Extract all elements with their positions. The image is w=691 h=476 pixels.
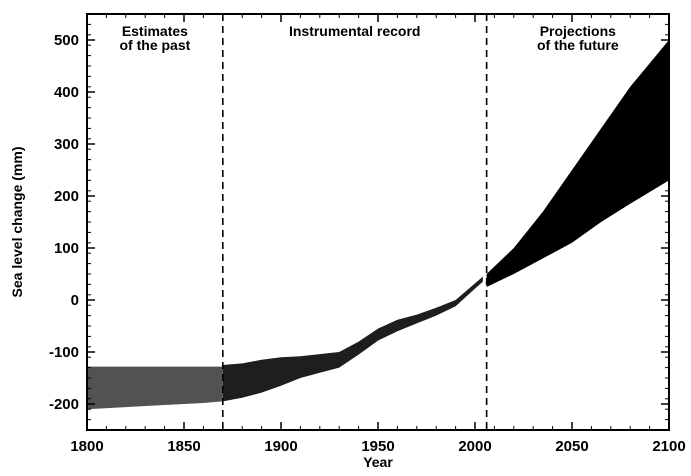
x-tick-label-5: 2050 [555, 438, 588, 455]
era-dividers [222, 14, 488, 430]
y-tick-label-4: 200 [54, 188, 79, 205]
era-label-past-1: of the past [120, 37, 191, 53]
y-tick-label-2: 0 [71, 292, 79, 309]
x-axis-title: Year [363, 454, 393, 470]
x-tick-label-1: 1850 [167, 438, 200, 455]
band-past [87, 366, 223, 410]
x-tick-label-4: 2000 [458, 438, 491, 455]
era-label-future-0: Projections [540, 23, 616, 39]
x-tick-label-0: 1800 [70, 438, 103, 455]
ticks-layer [86, 13, 670, 431]
y-tick-label-0: -200 [49, 396, 79, 413]
y-tick-label-1: -100 [49, 344, 79, 361]
bands-layer [87, 40, 669, 410]
era-label-past-0: Estimates [122, 23, 188, 39]
x-tick-label-3: 1950 [361, 438, 394, 455]
labels-layer: 1800 1850 1900 1950 2000 2050 2100 -200 -100 0 100… [49, 23, 686, 455]
y-axis-title: Sea level change (mm) [9, 147, 25, 298]
era-label-future-1: of the future [537, 37, 619, 53]
era-label-instrumental-0: Instrumental record [289, 23, 420, 39]
y-tick-label-3: 100 [54, 240, 79, 257]
band-projections [486, 40, 669, 287]
band-instrumental [222, 276, 483, 402]
y-tick-label-7: 500 [54, 32, 79, 49]
x-tick-label-6: 2100 [652, 438, 685, 455]
x-tick-label-2: 1900 [264, 438, 297, 455]
y-tick-label-6: 400 [54, 84, 79, 101]
y-tick-label-5: 300 [54, 136, 79, 153]
